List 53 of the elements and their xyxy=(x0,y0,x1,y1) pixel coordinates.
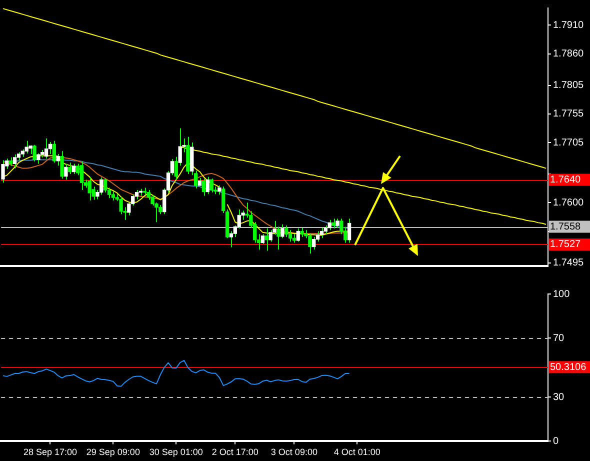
candlestick xyxy=(332,218,336,229)
ref-line-label: 50.3106 xyxy=(550,362,587,373)
ref-line-label: 1.7558 xyxy=(550,221,582,232)
candlestick xyxy=(328,219,332,231)
x-tick-label: 30 Sep 01:00 xyxy=(149,447,203,458)
y-tick-label: 1.7600 xyxy=(553,197,584,208)
x-tick-label: 4 Oct 01:00 xyxy=(334,447,380,458)
candlestick xyxy=(288,230,292,242)
candlestick xyxy=(88,176,92,201)
y-tick-label: 1.7755 xyxy=(553,108,584,120)
x-tick-label: 2 Oct 17:00 xyxy=(212,447,258,458)
candlestick xyxy=(296,228,300,242)
x-tick-label: 29 Sep 09:00 xyxy=(86,447,140,458)
candlestick xyxy=(12,154,17,169)
y-tick-label: 1.7495 xyxy=(553,258,584,269)
y-tick-label: 1.7705 xyxy=(553,137,584,148)
candlestick xyxy=(119,196,123,215)
candlestick xyxy=(111,190,116,201)
candlestick xyxy=(174,156,178,180)
x-tick-label: 28 Sep 17:00 xyxy=(23,447,77,458)
candlestick xyxy=(308,233,312,254)
candlestick xyxy=(300,227,304,238)
candlestick xyxy=(336,218,340,228)
candlestick xyxy=(32,144,36,162)
ref-line-label: 1.7640 xyxy=(550,174,582,186)
x-tick-label: 3 Oct 09:00 xyxy=(270,447,318,458)
candlestick xyxy=(347,218,352,244)
candlestick xyxy=(312,236,316,250)
y-tick-label: 30 xyxy=(553,392,565,403)
candlestick xyxy=(60,150,64,180)
candlestick xyxy=(264,228,268,252)
y-tick-label: 1.7860 xyxy=(553,48,584,60)
candlestick xyxy=(320,227,324,239)
candlestick xyxy=(210,178,214,193)
candlestick xyxy=(284,225,288,238)
candlestick xyxy=(52,140,56,164)
y-tick-label: 0 xyxy=(553,436,559,447)
candlestick xyxy=(1,160,5,184)
ref-line-label: 1.7527 xyxy=(550,239,582,250)
candlestick xyxy=(206,176,210,195)
candlestick xyxy=(24,140,28,154)
y-tick-label: 100 xyxy=(553,288,570,300)
y-tick-label: 70 xyxy=(553,332,565,344)
candlestick xyxy=(72,163,76,175)
candlestick xyxy=(68,162,72,175)
candlestick xyxy=(44,138,48,160)
candlestick xyxy=(80,160,84,191)
candlestick xyxy=(103,178,108,193)
y-tick-label: 1.7805 xyxy=(553,80,584,92)
candlestick xyxy=(202,178,206,196)
candlestick xyxy=(100,176,104,196)
y-tick-label: 1.7910 xyxy=(553,20,584,31)
candlestick xyxy=(146,190,150,200)
